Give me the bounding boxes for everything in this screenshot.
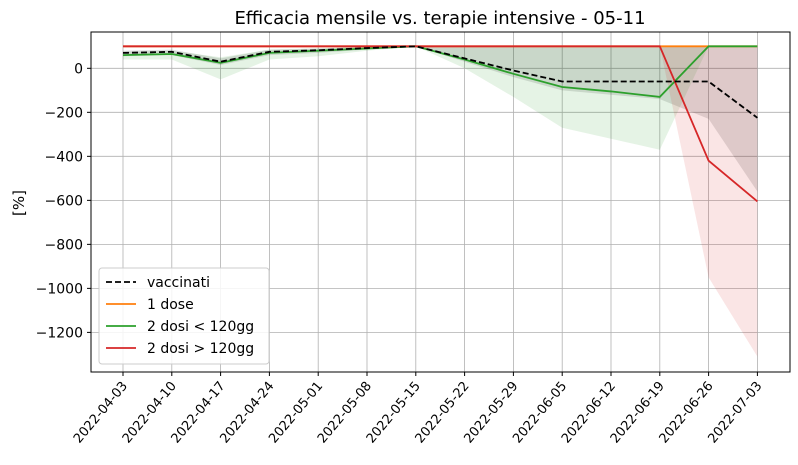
legend-label: 2 dosi > 120gg [147,341,254,357]
legend-label: vaccinati [147,275,210,291]
chart-title: Efficacia mensile vs. terapie intensive … [234,8,645,29]
series-line [122,45,758,119]
plot-frame [90,31,791,373]
y-axis-label: [%] [10,190,28,216]
y-tick-label: −400 [45,149,83,165]
y-tick-label: −1200 [36,325,83,341]
y-tick-label: −800 [45,237,83,253]
y-tick-label: −200 [45,105,83,121]
series-band [123,46,758,150]
plot-area: 0−200−400−600−800−1000−12002022-04-03202… [36,31,791,446]
y-tick-label: −1000 [36,281,83,297]
series-line [123,45,758,203]
y-tick-label: 0 [74,61,83,77]
series-band [123,46,758,357]
legend-box [98,267,270,365]
y-tick-label: −600 [45,193,83,209]
series-band [123,46,758,192]
legend-label: 1 dose [147,297,194,313]
legend: vaccinati 1 dose 2 dosi < 120gg 2 dosi > 12… [98,267,270,365]
legend-label: 2 dosi < 120gg [147,319,254,335]
